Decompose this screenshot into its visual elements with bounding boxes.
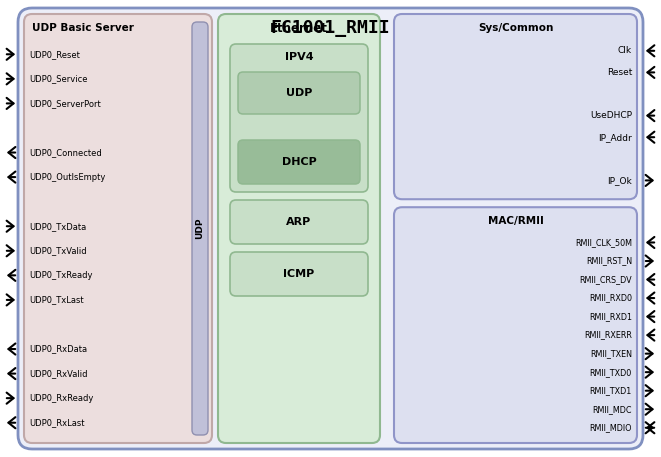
Text: UDP0_RxValid: UDP0_RxValid <box>29 369 87 378</box>
Text: RMII_RXD0: RMII_RXD0 <box>589 293 632 303</box>
FancyBboxPatch shape <box>230 252 368 296</box>
Text: UDP0_TxData: UDP0_TxData <box>29 222 86 231</box>
Text: RMII_RXD1: RMII_RXD1 <box>589 312 632 321</box>
FancyBboxPatch shape <box>394 14 637 199</box>
Text: UDP: UDP <box>286 88 312 98</box>
FancyBboxPatch shape <box>192 22 208 435</box>
Text: UDP Basic Server: UDP Basic Server <box>32 23 134 33</box>
Text: Reset: Reset <box>607 68 632 77</box>
Text: Ethernet: Ethernet <box>270 21 328 34</box>
Text: RMII_CRS_DV: RMII_CRS_DV <box>580 275 632 284</box>
FancyBboxPatch shape <box>218 14 380 443</box>
FancyBboxPatch shape <box>238 140 360 184</box>
Text: RMII_MDIO: RMII_MDIO <box>590 423 632 432</box>
Text: UDP0_TxValid: UDP0_TxValid <box>29 246 87 255</box>
Text: UDP0_TxReady: UDP0_TxReady <box>29 271 93 280</box>
Text: DHCP: DHCP <box>282 157 317 167</box>
Text: UDP0_RxData: UDP0_RxData <box>29 345 87 354</box>
Text: UDP: UDP <box>196 218 204 239</box>
Text: UDP0_Reset: UDP0_Reset <box>29 50 80 59</box>
Text: UDP0_OutIsEmpty: UDP0_OutIsEmpty <box>29 173 105 181</box>
Text: UDP0_RxLast: UDP0_RxLast <box>29 418 85 427</box>
Text: RMII_RXERR: RMII_RXERR <box>584 330 632 340</box>
FancyBboxPatch shape <box>24 14 212 443</box>
Text: IPV4: IPV4 <box>285 52 313 62</box>
Text: UDP0_TxLast: UDP0_TxLast <box>29 295 84 304</box>
Text: RMII_CLK_50M: RMII_CLK_50M <box>575 238 632 247</box>
Text: UDP0_ServerPort: UDP0_ServerPort <box>29 99 100 108</box>
Text: Sys/Common: Sys/Common <box>478 23 553 33</box>
Text: RMII_TXD1: RMII_TXD1 <box>590 386 632 395</box>
FancyBboxPatch shape <box>18 8 643 449</box>
Text: FC1001_RMII: FC1001_RMII <box>271 19 390 37</box>
Text: RMII_TXEN: RMII_TXEN <box>590 349 632 358</box>
Text: MAC/RMII: MAC/RMII <box>488 216 543 226</box>
Text: UDP0_Connected: UDP0_Connected <box>29 148 102 157</box>
Text: UseDHCP: UseDHCP <box>590 111 632 120</box>
Text: UDP0_RxReady: UDP0_RxReady <box>29 393 93 403</box>
Text: ARP: ARP <box>286 217 311 227</box>
FancyBboxPatch shape <box>230 44 368 192</box>
Text: RMII_TXD0: RMII_TXD0 <box>590 368 632 377</box>
Text: UDP0_Service: UDP0_Service <box>29 74 87 83</box>
FancyBboxPatch shape <box>238 72 360 114</box>
Text: ICMP: ICMP <box>284 269 315 279</box>
Text: IP_Ok: IP_Ok <box>607 176 632 185</box>
FancyBboxPatch shape <box>394 207 637 443</box>
Text: RMII_RST_N: RMII_RST_N <box>586 256 632 266</box>
Text: RMII_MDC: RMII_MDC <box>592 405 632 414</box>
FancyBboxPatch shape <box>230 200 368 244</box>
Text: IP_Addr: IP_Addr <box>598 133 632 142</box>
Text: Clk: Clk <box>618 46 632 55</box>
